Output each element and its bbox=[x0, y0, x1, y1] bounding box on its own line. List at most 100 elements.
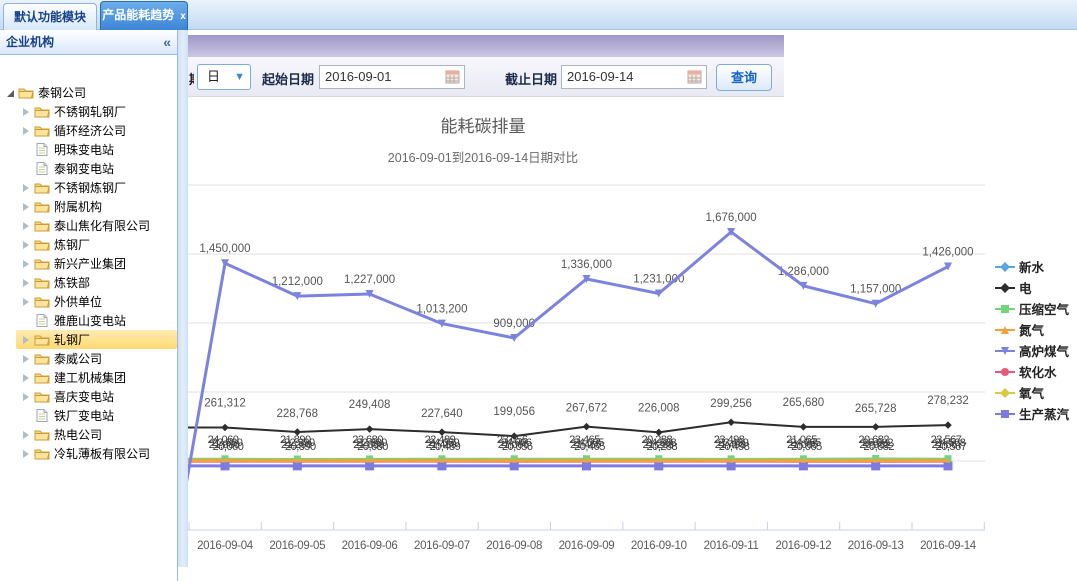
tree-item-泰钢变电站[interactable]: 泰钢变电站 bbox=[0, 159, 177, 178]
legend-item-氧气[interactable]: 氧气 bbox=[995, 382, 1069, 403]
legend-item-氮气[interactable]: 氮气 bbox=[995, 319, 1069, 340]
data-label: 278,232 bbox=[927, 395, 969, 407]
legend-item-电[interactable]: 电 bbox=[995, 277, 1069, 298]
start-date-input[interactable]: 2016-09-01 bbox=[319, 65, 465, 89]
close-tab-icon[interactable]: x bbox=[180, 11, 186, 22]
folder-icon bbox=[34, 294, 51, 310]
data-point bbox=[1001, 346, 1009, 355]
data-label: 1,212,000 bbox=[272, 276, 323, 288]
legend-marker-icon bbox=[995, 261, 1015, 272]
tree-collapsed-icon[interactable] bbox=[20, 294, 34, 310]
legend-label: 生产蒸汽 bbox=[1019, 408, 1070, 422]
legend-item-高炉煤气[interactable]: 高炉煤气 bbox=[995, 340, 1069, 361]
legend-item-生产蒸汽[interactable]: 生产蒸汽 bbox=[995, 403, 1069, 424]
data-point bbox=[365, 461, 375, 471]
tree-collapsed-icon[interactable] bbox=[20, 427, 34, 443]
overlapping-data-label: 21,498 bbox=[715, 439, 746, 451]
data-label: 1,013,200 bbox=[416, 304, 467, 316]
tree-collapsed-icon[interactable] bbox=[20, 218, 34, 234]
tree-item-喜庆变电站[interactable]: 喜庆变电站 bbox=[0, 387, 177, 406]
overlapping-data-label: 24,065 bbox=[790, 437, 821, 449]
legend-item-软化水[interactable]: 软化水 bbox=[995, 361, 1069, 382]
data-point bbox=[584, 458, 589, 463]
legend-item-新水[interactable]: 新水 bbox=[995, 256, 1069, 277]
overlapping-data-label: 21,005 bbox=[787, 439, 818, 451]
data-point bbox=[654, 289, 663, 298]
tree-collapsed-icon[interactable] bbox=[20, 275, 34, 291]
tree-item-冷轧薄板有限公司[interactable]: 冷轧薄板有限公司 bbox=[0, 444, 177, 463]
tree-collapsed-icon[interactable] bbox=[20, 370, 34, 386]
tree-item-雅鹿山变电站[interactable]: 雅鹿山变电站 bbox=[0, 311, 177, 330]
data-point bbox=[438, 428, 446, 436]
overlapping-data-label: 20,465 bbox=[574, 441, 605, 453]
tree-item-泰钢公司[interactable]: 泰钢公司 bbox=[0, 83, 177, 102]
document-icon bbox=[34, 408, 51, 424]
data-point bbox=[943, 461, 953, 471]
data-point bbox=[654, 461, 664, 471]
data-point bbox=[798, 461, 808, 471]
data-point bbox=[727, 227, 736, 236]
end-date-input[interactable]: 2016-09-14 bbox=[561, 65, 707, 89]
tree-collapsed-icon[interactable] bbox=[20, 256, 34, 272]
panel-splitter[interactable] bbox=[178, 30, 188, 567]
tree-collapsed-icon[interactable] bbox=[20, 446, 34, 462]
series-生产蒸汽 bbox=[150, 461, 953, 471]
tree-collapsed-icon[interactable] bbox=[20, 237, 34, 253]
overlapping-data-label: 21,890 bbox=[280, 434, 311, 446]
tree-item-泰山焦化有限公司[interactable]: 泰山焦化有限公司 bbox=[0, 216, 177, 235]
org-tree-panel: 企业机构 « 泰钢公司 不锈钢轧钢厂 循环经济公司 明珠变电站 泰钢变电站 不锈钢炼钢厂附… bbox=[0, 30, 178, 581]
tree-item-label: 雅鹿山变电站 bbox=[54, 314, 127, 328]
tree-item-label: 泰钢公司 bbox=[38, 86, 87, 100]
data-point bbox=[582, 274, 591, 283]
collapse-panel-icon[interactable]: « bbox=[163, 34, 171, 50]
calendar-icon[interactable] bbox=[445, 69, 461, 85]
tree-collapsed-icon[interactable] bbox=[20, 123, 34, 139]
search-button[interactable]: 查询 bbox=[716, 64, 772, 91]
folder-icon bbox=[34, 370, 51, 386]
tab-energy-trend[interactable]: 产品能耗趋势 x bbox=[100, 1, 188, 30]
tree-item-明珠变电站[interactable]: 明珠变电站 bbox=[0, 140, 177, 159]
tree-item-新兴产业集团[interactable]: 新兴产业集团 bbox=[0, 254, 177, 273]
tree-item-附属机构[interactable]: 附属机构 bbox=[0, 197, 177, 216]
tree-item-铁厂变电站[interactable]: 铁厂变电站 bbox=[0, 406, 177, 425]
tree-item-泰威公司[interactable]: 泰威公司 bbox=[0, 349, 177, 368]
folder-icon bbox=[34, 104, 51, 120]
tree-item-热电公司[interactable]: 热电公司 bbox=[0, 425, 177, 444]
data-label: 1,157,000 bbox=[850, 284, 901, 296]
data-label: 249,408 bbox=[349, 399, 391, 411]
legend-item-压缩空气[interactable]: 压缩空气 bbox=[995, 298, 1069, 319]
calendar-icon[interactable] bbox=[687, 69, 703, 85]
tree-item-轧钢厂[interactable]: 轧钢厂 bbox=[0, 330, 177, 349]
tree-collapsed-icon[interactable] bbox=[20, 351, 34, 367]
tree-item-炼铁部[interactable]: 炼铁部 bbox=[0, 273, 177, 292]
tree-item-外供单位[interactable]: 外供单位 bbox=[0, 292, 177, 311]
x-axis-label: 2016-09-13 bbox=[848, 540, 904, 552]
tree-collapsed-icon[interactable] bbox=[20, 199, 34, 215]
data-label: 1,336,000 bbox=[561, 259, 612, 271]
tree-item-不锈钢炼钢厂[interactable]: 不锈钢炼钢厂 bbox=[0, 178, 177, 197]
data-point bbox=[655, 428, 663, 437]
tab-default-module[interactable]: 默认功能模块 bbox=[3, 3, 97, 30]
x-axis-label: 2016-09-04 bbox=[197, 540, 254, 552]
tree-item-不锈钢轧钢厂[interactable]: 不锈钢轧钢厂 bbox=[0, 102, 177, 121]
overlapping-data-label: 20,567 bbox=[936, 441, 967, 453]
tree-spacer bbox=[20, 313, 34, 329]
tree-collapsed-icon[interactable] bbox=[20, 180, 34, 196]
folder-icon bbox=[34, 199, 51, 215]
tree-item-建工机械集团[interactable]: 建工机械集团 bbox=[0, 368, 177, 387]
tree-item-label: 泰威公司 bbox=[54, 352, 103, 366]
legend-marker-icon bbox=[995, 346, 1015, 355]
tree-collapsed-icon[interactable] bbox=[20, 389, 34, 405]
tree-item-label: 不锈钢轧钢厂 bbox=[54, 105, 127, 119]
tree-item-炼钢厂[interactable]: 炼钢厂 bbox=[0, 235, 177, 254]
overlapping-data-label: 20,498 bbox=[719, 441, 750, 453]
period-select[interactable]: 日 ▼ bbox=[197, 64, 251, 90]
tree-collapsed-icon[interactable] bbox=[20, 104, 34, 120]
tree-item-循环经济公司[interactable]: 循环经济公司 bbox=[0, 121, 177, 140]
data-point bbox=[220, 461, 230, 471]
overlapping-data-label: 20,489 bbox=[430, 441, 461, 453]
folder-icon bbox=[34, 332, 51, 348]
tree-item-label: 冷轧薄板有限公司 bbox=[54, 447, 151, 461]
tree-expanded-icon[interactable] bbox=[4, 85, 18, 101]
tree-collapsed-icon[interactable] bbox=[20, 332, 34, 348]
